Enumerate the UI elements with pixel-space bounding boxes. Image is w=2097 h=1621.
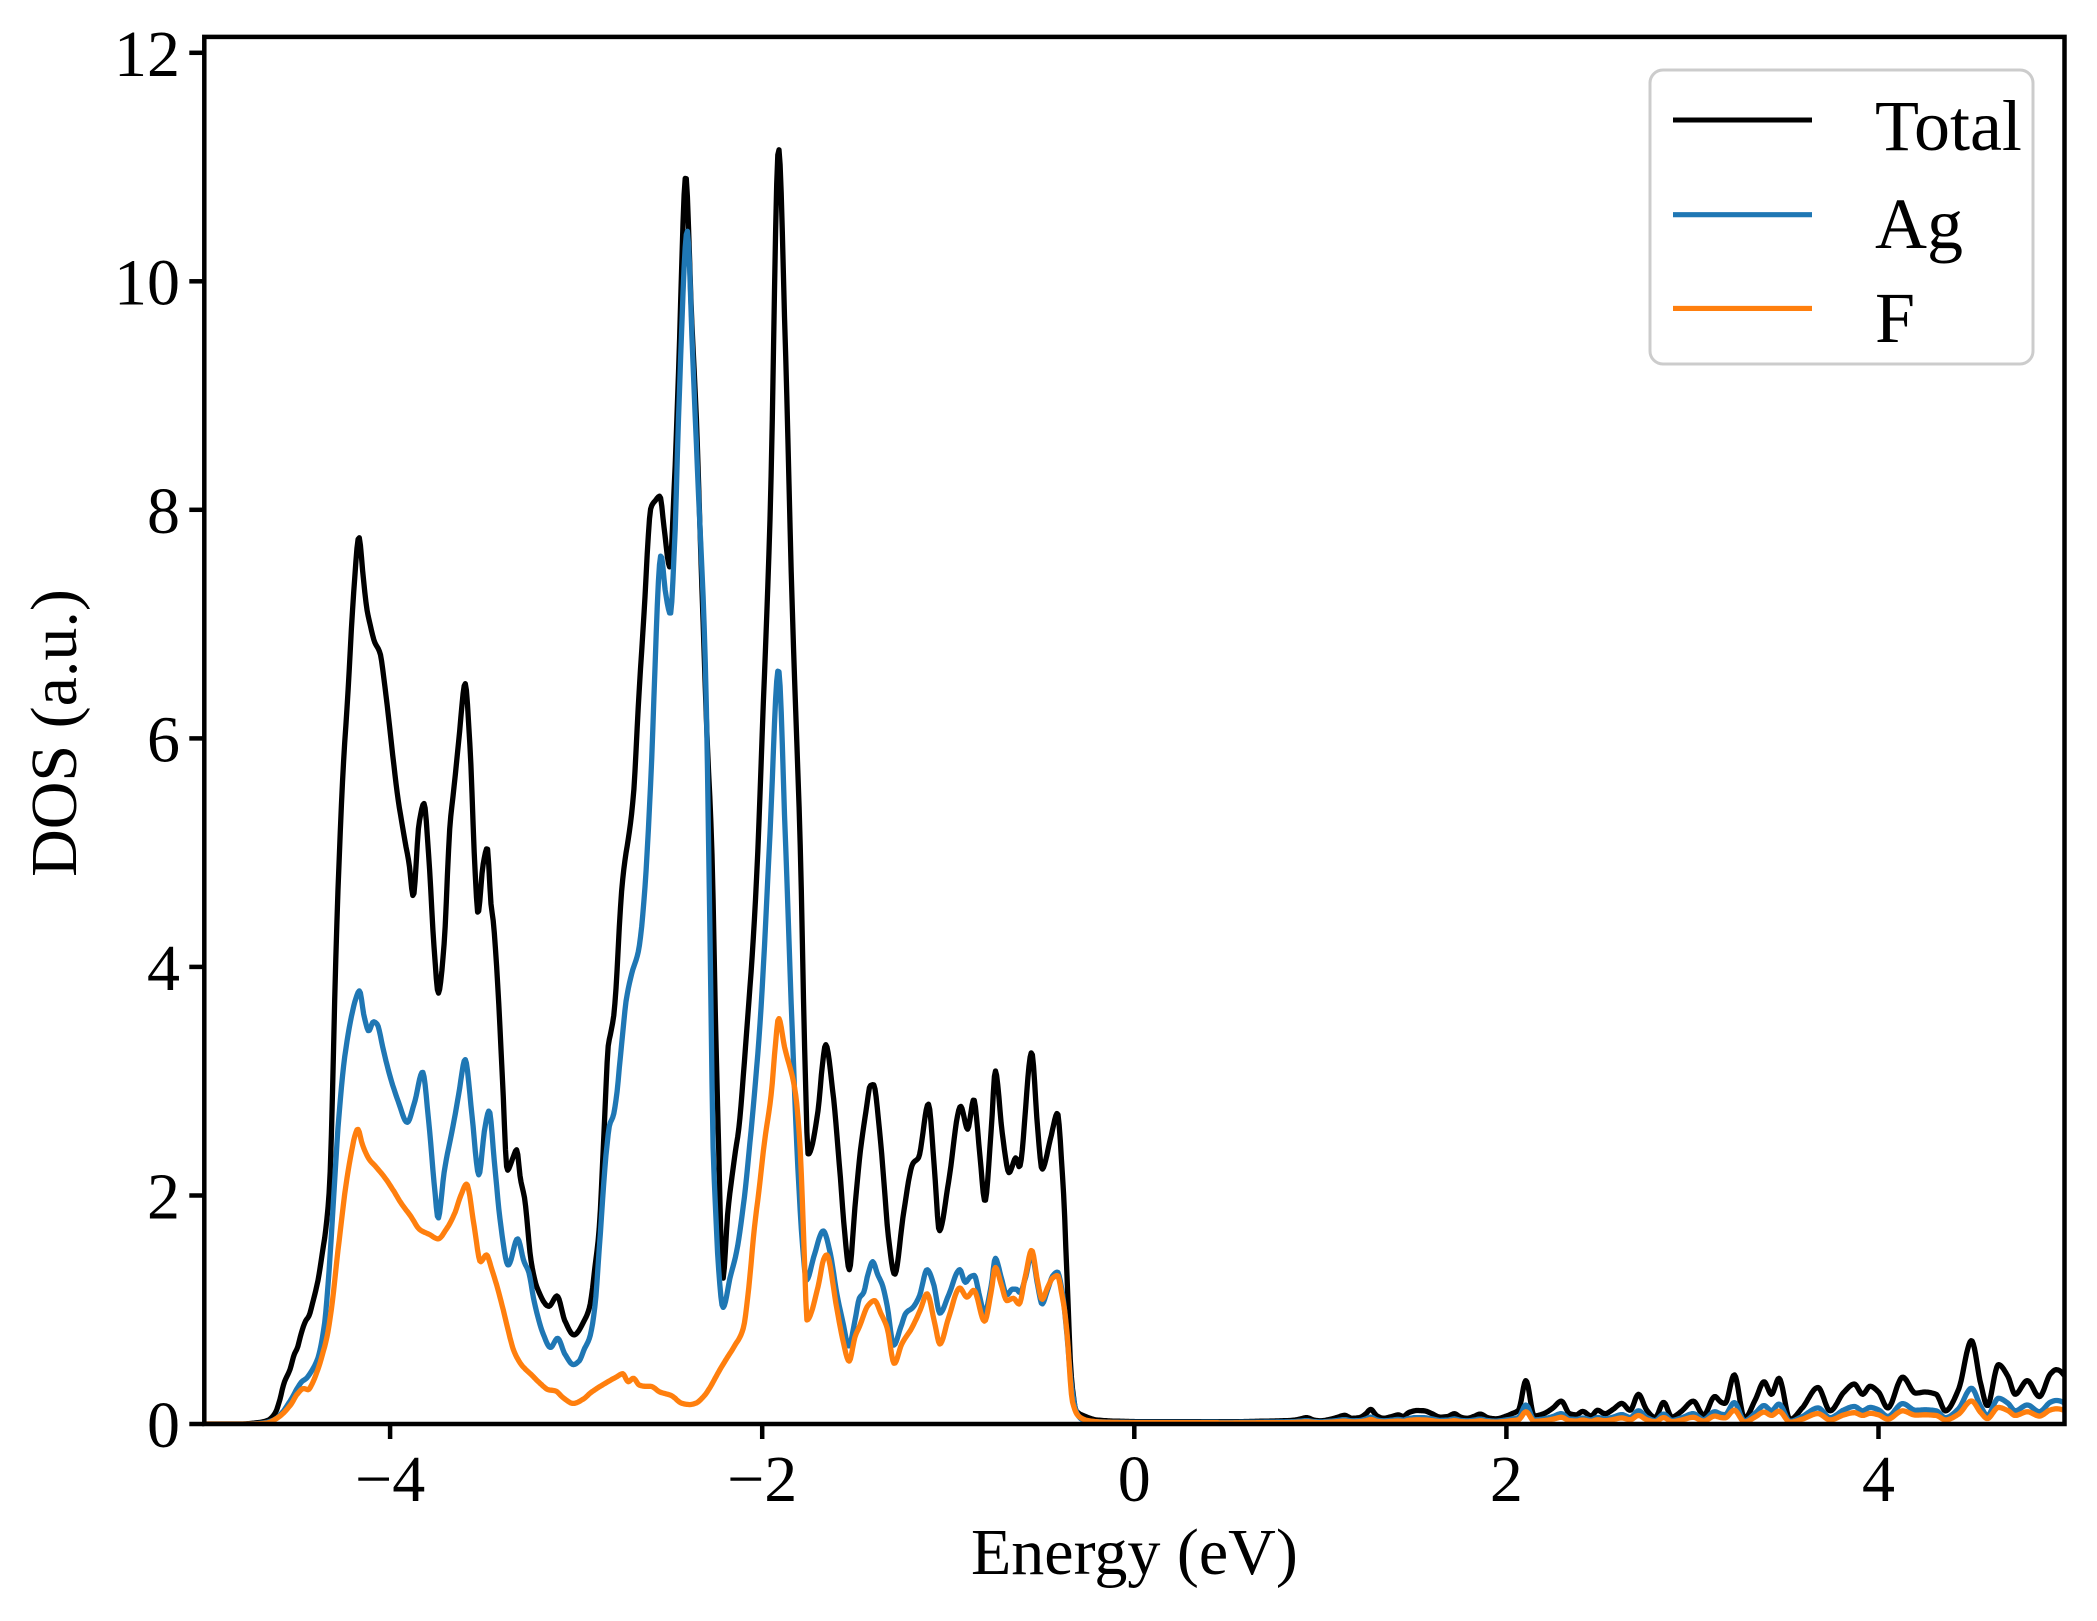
svg-text:−4: −4 — [355, 1443, 425, 1516]
svg-text:6: 6 — [147, 703, 180, 776]
svg-text:0: 0 — [1118, 1443, 1151, 1516]
svg-text:F: F — [1875, 278, 1915, 358]
svg-text:8: 8 — [147, 475, 180, 548]
svg-text:−2: −2 — [727, 1443, 797, 1516]
svg-text:0: 0 — [147, 1389, 180, 1462]
svg-text:12: 12 — [114, 18, 180, 91]
svg-text:DOS (a.u.): DOS (a.u.) — [18, 589, 91, 877]
svg-text:2: 2 — [1490, 1443, 1523, 1516]
svg-text:Total: Total — [1875, 86, 2022, 166]
svg-text:Ag: Ag — [1875, 184, 1963, 264]
svg-text:2: 2 — [147, 1161, 180, 1234]
svg-text:4: 4 — [147, 932, 180, 1005]
svg-text:10: 10 — [114, 246, 180, 319]
svg-text:4: 4 — [1862, 1443, 1895, 1516]
svg-text:Energy (eV): Energy (eV) — [971, 1516, 1298, 1589]
